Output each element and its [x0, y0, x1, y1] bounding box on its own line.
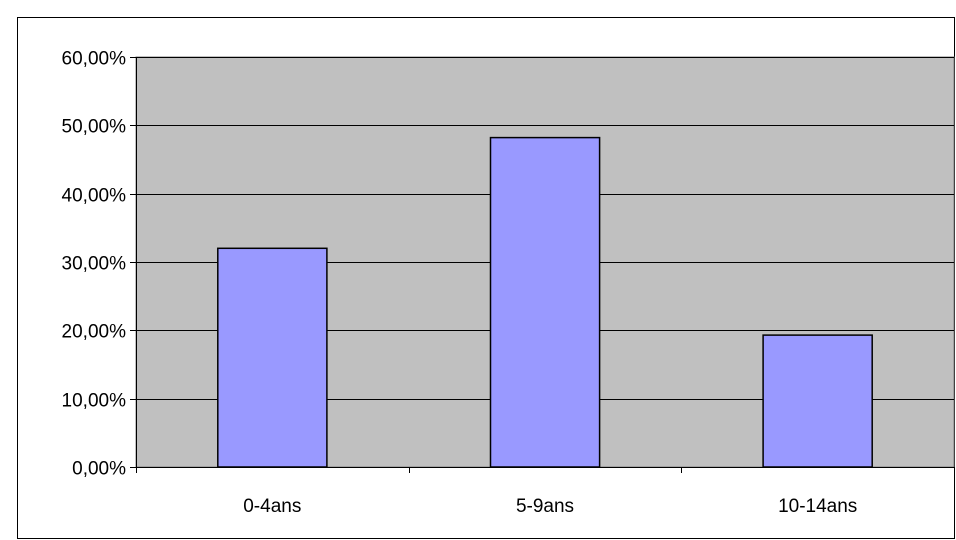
bar-10-14ans: [762, 334, 873, 468]
y-tick-label: 60,00%: [62, 49, 127, 70]
x-tick-label: 10-14ans: [778, 496, 857, 517]
x-tick-label: 0-4ans: [243, 496, 301, 517]
x-tick-label: 5-9ans: [516, 496, 574, 517]
bar-5-9ans: [489, 136, 601, 468]
y-tick-label: 20,00%: [62, 322, 127, 343]
bar-0-4ans: [217, 247, 328, 468]
y-axis: 0,00% 10,00% 20,00% 30,00% 40,00% 50,00% 60,00…: [62, 49, 137, 480]
y-tick-label: 50,00%: [62, 117, 127, 138]
y-tick-label: 40,00%: [62, 186, 127, 207]
x-axis: 0-4ans 5-9ans 10-14ans: [130, 467, 955, 517]
y-tick-label: 10,00%: [62, 391, 127, 412]
bars: [217, 136, 873, 468]
y-tick-label: 30,00%: [62, 254, 127, 275]
y-tick-label: 0,00%: [72, 459, 126, 480]
